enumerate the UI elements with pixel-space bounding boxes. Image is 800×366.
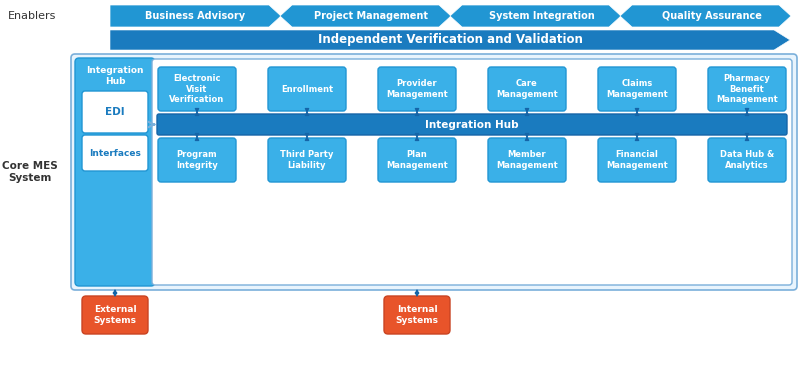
FancyBboxPatch shape	[268, 138, 346, 182]
FancyBboxPatch shape	[384, 296, 450, 334]
FancyBboxPatch shape	[378, 67, 456, 111]
Text: Provider
Management: Provider Management	[386, 79, 448, 99]
Text: External
Systems: External Systems	[94, 305, 137, 325]
Text: Business Advisory: Business Advisory	[146, 11, 246, 21]
FancyBboxPatch shape	[378, 138, 456, 182]
Text: Quality Assurance: Quality Assurance	[662, 11, 762, 21]
Polygon shape	[620, 5, 791, 27]
Text: Program
Integrity: Program Integrity	[176, 150, 218, 170]
Polygon shape	[450, 5, 621, 27]
Text: Independent Verification and Validation: Independent Verification and Validation	[318, 34, 582, 46]
Text: Claims
Management: Claims Management	[606, 79, 668, 99]
Text: Pharmacy
Benefit
Management: Pharmacy Benefit Management	[716, 74, 778, 104]
Text: Care
Management: Care Management	[496, 79, 558, 99]
FancyBboxPatch shape	[152, 59, 792, 285]
Text: Interfaces: Interfaces	[89, 149, 141, 157]
FancyBboxPatch shape	[268, 67, 346, 111]
FancyBboxPatch shape	[158, 67, 236, 111]
Text: System Integration: System Integration	[489, 11, 594, 21]
Polygon shape	[280, 5, 451, 27]
FancyBboxPatch shape	[488, 138, 566, 182]
FancyBboxPatch shape	[75, 58, 155, 286]
Text: Third Party
Liability: Third Party Liability	[280, 150, 334, 170]
FancyBboxPatch shape	[82, 91, 148, 133]
Polygon shape	[110, 30, 790, 50]
Text: Plan
Management: Plan Management	[386, 150, 448, 170]
FancyBboxPatch shape	[82, 296, 148, 334]
FancyBboxPatch shape	[82, 135, 148, 171]
Text: Enrollment: Enrollment	[281, 85, 333, 93]
Text: Internal
Systems: Internal Systems	[395, 305, 438, 325]
FancyBboxPatch shape	[71, 54, 797, 290]
Text: EDI: EDI	[105, 107, 125, 117]
Text: Integration Hub: Integration Hub	[425, 120, 519, 130]
FancyBboxPatch shape	[488, 67, 566, 111]
Text: Member
Management: Member Management	[496, 150, 558, 170]
FancyBboxPatch shape	[708, 138, 786, 182]
Text: Integration
Hub: Integration Hub	[86, 66, 144, 86]
FancyBboxPatch shape	[158, 138, 236, 182]
Text: Data Hub &
Analytics: Data Hub & Analytics	[720, 150, 774, 170]
Text: Financial
Management: Financial Management	[606, 150, 668, 170]
Text: Project Management: Project Management	[314, 11, 429, 21]
Text: Enablers: Enablers	[8, 11, 56, 21]
FancyBboxPatch shape	[157, 114, 787, 135]
Text: Electronic
Visit
Verification: Electronic Visit Verification	[170, 74, 225, 104]
Text: Core MES
System: Core MES System	[2, 161, 58, 183]
FancyBboxPatch shape	[708, 67, 786, 111]
Polygon shape	[110, 5, 281, 27]
FancyBboxPatch shape	[598, 67, 676, 111]
FancyBboxPatch shape	[598, 138, 676, 182]
